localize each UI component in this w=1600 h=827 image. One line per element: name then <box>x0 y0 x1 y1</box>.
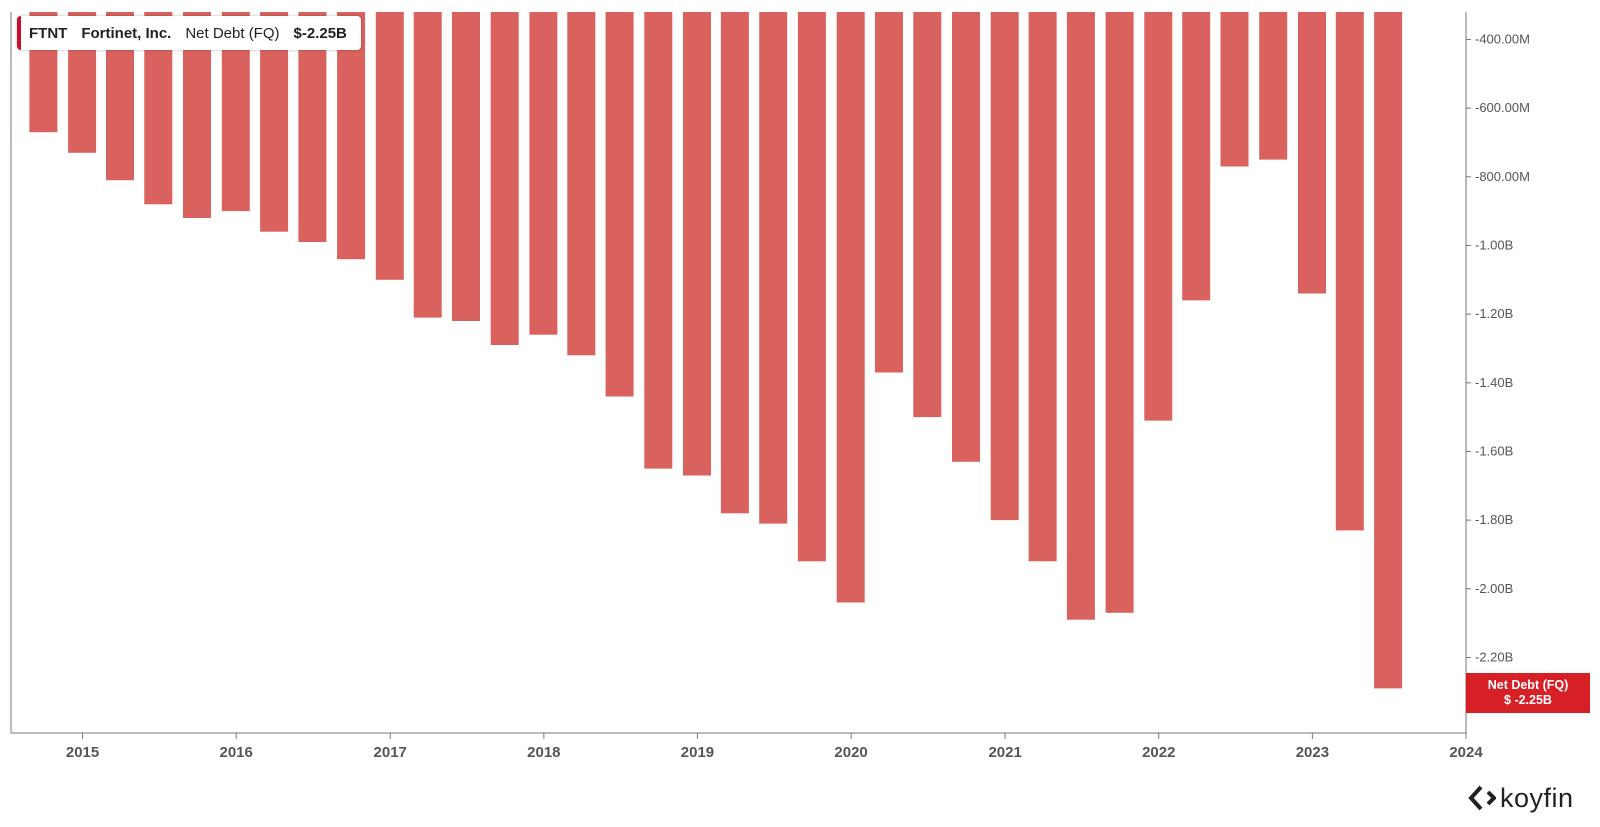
y-tick-label: -1.60B <box>1475 443 1513 458</box>
x-tick-label: 2020 <box>834 744 867 761</box>
x-tick-label: 2024 <box>1449 744 1483 761</box>
y-tick-label: -2.00B <box>1475 581 1513 596</box>
last-value-tag-metric: Net Debt (FQ) <box>1487 678 1569 692</box>
brand-name: koyfin <box>1500 782 1574 813</box>
legend-metric: Net Debt (FQ) <box>185 24 280 42</box>
bar <box>567 12 596 356</box>
legend: FTNT Fortinet, Inc. Net Debt (FQ) $-2.25… <box>17 16 361 50</box>
x-axis: 2015 2016 2017 2018 2019 2020 2021 2022 2023 2024 <box>66 733 1483 761</box>
brand-logo: koyfin <box>1468 782 1574 814</box>
bar <box>720 12 749 514</box>
y-tick-label: -600.00M <box>1475 100 1530 115</box>
bar <box>1028 12 1057 562</box>
x-tick-label: 2022 <box>1142 744 1175 761</box>
bar <box>797 12 826 562</box>
plot-frame <box>10 12 1467 734</box>
bar <box>836 12 865 603</box>
y-tick-label: -400.00M <box>1475 31 1530 46</box>
bar <box>1259 12 1288 160</box>
y-tick-label: -1.40B <box>1475 375 1513 390</box>
bar <box>1144 12 1173 421</box>
bar <box>913 12 942 418</box>
y-tick-label: -1.80B <box>1475 512 1513 527</box>
x-tick-label: 2023 <box>1296 744 1329 761</box>
bar <box>875 12 903 373</box>
bar <box>1105 12 1134 613</box>
bar <box>1374 12 1403 689</box>
x-tick-label: 2019 <box>681 744 714 761</box>
bar <box>1298 12 1326 294</box>
legend-value: $-2.25B <box>293 24 347 42</box>
y-tick-label: -1.20B <box>1475 306 1513 321</box>
x-tick-label: 2021 <box>988 744 1021 761</box>
bar <box>1066 12 1095 620</box>
x-tick-label: 2015 <box>66 744 99 761</box>
last-value-tag: Net Debt (FQ) $ -2.25B <box>1466 673 1590 713</box>
bar <box>952 12 980 462</box>
koyfin-logo-icon <box>1468 785 1496 811</box>
bar <box>1220 12 1249 167</box>
bar <box>759 12 788 524</box>
bar-series <box>29 12 1403 689</box>
x-tick-label: 2017 <box>374 744 407 761</box>
bar <box>605 12 634 397</box>
bar <box>644 12 673 469</box>
bar <box>413 12 442 318</box>
y-tick-label: -1.00B <box>1475 237 1513 252</box>
bar <box>375 12 404 280</box>
bar <box>990 12 1019 521</box>
bar <box>298 12 327 242</box>
bar <box>683 12 711 476</box>
y-tick-label: -800.00M <box>1475 169 1530 184</box>
legend-company: Fortinet, Inc. <box>81 24 172 42</box>
x-tick-label: 2018 <box>527 744 560 761</box>
y-tick-label: -2.20B <box>1475 649 1513 664</box>
legend-ticker: FTNT <box>29 24 68 42</box>
bar <box>1335 12 1364 531</box>
bar <box>337 12 366 260</box>
last-value-tag-value: $ -2.25B <box>1504 693 1552 707</box>
x-tick-label: 2016 <box>219 744 252 761</box>
bar <box>490 12 519 345</box>
y-axis: -400.00M -600.00M -800.00M -1.00B -1.20B -1.4… <box>1466 31 1530 664</box>
bar <box>452 12 480 321</box>
bar <box>529 12 558 335</box>
bar <box>1182 12 1211 301</box>
